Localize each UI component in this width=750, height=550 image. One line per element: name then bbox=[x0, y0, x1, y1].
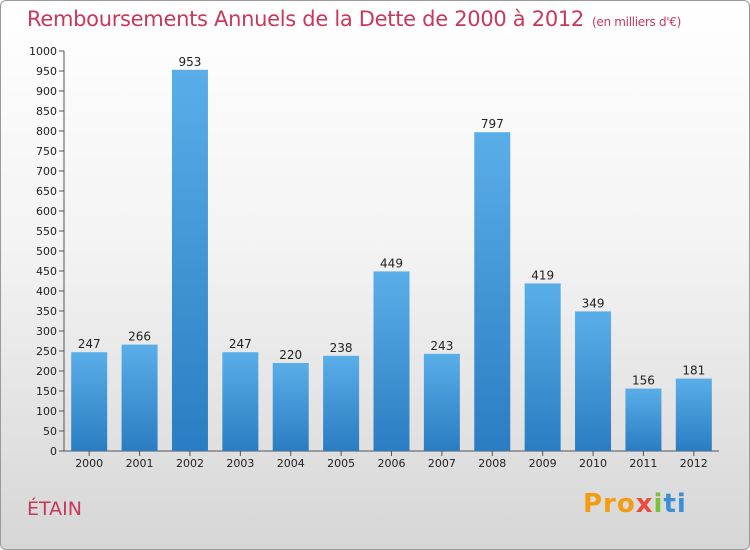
x-tick-label: 2008 bbox=[478, 457, 506, 470]
bar-value-label: 953 bbox=[179, 55, 202, 69]
y-tick-label: 250 bbox=[36, 345, 57, 358]
axes: 0 50 100 150 200 250 300 350 400 450 500 550 600 650 7… bbox=[29, 45, 719, 470]
y-tick-label: 700 bbox=[36, 165, 57, 178]
bars: 247 266 953 247 220 238 449 243 797 419 349 156 181 bbox=[71, 55, 712, 452]
bar-2002 bbox=[171, 69, 208, 452]
bar-2000 bbox=[71, 352, 108, 451]
bar-2004 bbox=[272, 363, 309, 451]
bar-value-label: 266 bbox=[128, 330, 151, 344]
y-tick-label: 950 bbox=[36, 65, 57, 78]
proxiti-logo: Proxiti bbox=[583, 489, 687, 519]
bar-2001 bbox=[121, 344, 158, 451]
y-tick-label: 600 bbox=[36, 205, 57, 218]
bar-2007 bbox=[423, 353, 460, 451]
logo-part: x bbox=[635, 489, 654, 519]
bar-value-label: 220 bbox=[279, 348, 302, 362]
bar-value-label: 797 bbox=[481, 117, 504, 131]
y-tick-label: 850 bbox=[36, 105, 57, 118]
logo-part: i bbox=[653, 489, 664, 519]
x-tick-label: 2005 bbox=[327, 457, 355, 470]
bar-2012 bbox=[675, 378, 712, 451]
bar-2005 bbox=[323, 355, 360, 451]
bar-2011 bbox=[625, 388, 662, 451]
logo-part: Pro bbox=[583, 489, 636, 519]
bar-2008 bbox=[474, 132, 511, 451]
y-tick-label: 450 bbox=[36, 265, 57, 278]
bar-value-label: 247 bbox=[78, 337, 101, 351]
x-tick-label: 2012 bbox=[680, 457, 708, 470]
x-tick-label: 2006 bbox=[378, 457, 406, 470]
x-tick-label: 2002 bbox=[176, 457, 204, 470]
chart-subtitle: (en milliers d'€) bbox=[592, 15, 682, 29]
bar-value-label: 419 bbox=[531, 268, 554, 282]
y-tick-label: 100 bbox=[36, 405, 57, 418]
y-tick-label: 200 bbox=[36, 365, 57, 378]
y-tick-label: 1000 bbox=[29, 45, 57, 58]
y-tick-label: 800 bbox=[36, 125, 57, 138]
x-tick-label: 2004 bbox=[277, 457, 305, 470]
y-tick-label: 0 bbox=[50, 445, 57, 458]
x-tick-label: 2001 bbox=[126, 457, 154, 470]
x-tick-label: 2009 bbox=[529, 457, 557, 470]
bar-2010 bbox=[575, 311, 612, 451]
commune-name: ÉTAIN bbox=[27, 498, 82, 520]
bar-value-label: 349 bbox=[582, 296, 605, 310]
bar-value-label: 243 bbox=[430, 339, 453, 353]
chart-title-text: Remboursements Annuels de la Dette de 20… bbox=[27, 7, 584, 31]
y-tick-label: 400 bbox=[36, 285, 57, 298]
bar-2009 bbox=[524, 283, 561, 451]
bar-2006 bbox=[373, 271, 410, 451]
x-tick-label: 2011 bbox=[629, 457, 657, 470]
bar-value-label: 247 bbox=[229, 337, 252, 351]
y-tick-label: 500 bbox=[36, 245, 57, 258]
x-tick-label: 2003 bbox=[226, 457, 254, 470]
bar-2003 bbox=[222, 352, 259, 451]
x-tick-label: 2007 bbox=[428, 457, 456, 470]
x-tick-label: 2000 bbox=[75, 457, 103, 470]
chart-title: Remboursements Annuels de la Dette de 20… bbox=[27, 7, 681, 31]
logo-part: ti bbox=[663, 489, 687, 519]
y-tick-label: 150 bbox=[36, 385, 57, 398]
y-tick-label: 300 bbox=[36, 325, 57, 338]
bar-value-label: 156 bbox=[632, 374, 655, 388]
y-tick-label: 750 bbox=[36, 145, 57, 158]
y-tick-label: 650 bbox=[36, 185, 57, 198]
x-tick-label: 2010 bbox=[579, 457, 607, 470]
y-tick-label: 550 bbox=[36, 225, 57, 238]
y-tick-label: 900 bbox=[36, 85, 57, 98]
y-tick-label: 350 bbox=[36, 305, 57, 318]
bar-value-label: 181 bbox=[682, 364, 705, 378]
bar-value-label: 238 bbox=[330, 341, 353, 355]
bar-value-label: 449 bbox=[380, 256, 403, 270]
y-tick-label: 50 bbox=[43, 425, 57, 438]
